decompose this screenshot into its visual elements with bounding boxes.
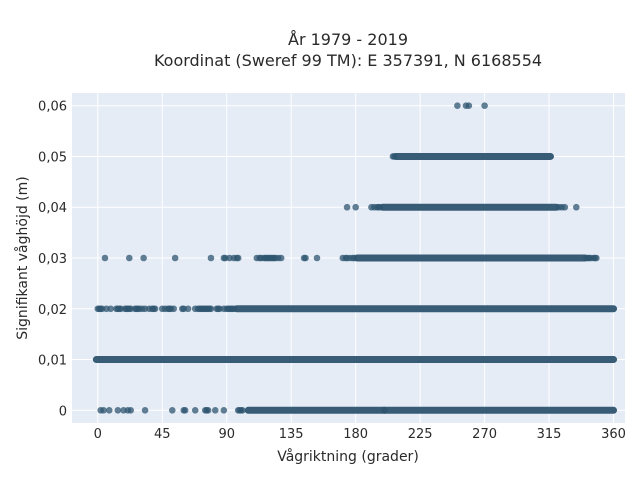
x-tick-label: 135 <box>279 427 304 442</box>
x-tick-label: 225 <box>408 427 433 442</box>
y-tick-label: 0,02 <box>38 303 67 318</box>
x-tick-label: 0 <box>94 427 102 442</box>
y-tick-label: 0,06 <box>38 100 67 115</box>
data-point <box>151 305 159 313</box>
data-point <box>561 203 569 211</box>
data-point <box>350 254 358 262</box>
data-point <box>114 407 122 414</box>
data-point <box>184 305 192 313</box>
y-axis-label: Signifikant våghöjd (m) <box>14 176 31 339</box>
y-tick-label: 0,04 <box>38 201 67 216</box>
data-point <box>105 407 113 414</box>
data-point <box>204 407 212 414</box>
data-point <box>170 305 178 313</box>
data-point <box>101 254 109 262</box>
data-point <box>234 254 242 262</box>
data-point <box>572 203 580 211</box>
x-tick-label: 315 <box>537 427 562 442</box>
y-tick-label: 0 <box>59 404 67 419</box>
data-point <box>230 305 238 313</box>
data-point <box>207 305 215 313</box>
data-point <box>391 153 398 160</box>
chart-title-line-1: År 1979 - 2019 <box>288 30 408 49</box>
data-point <box>140 254 147 262</box>
data-point <box>454 102 461 109</box>
data-point <box>181 407 189 414</box>
data-point <box>127 407 135 414</box>
data-point <box>593 254 600 262</box>
x-tick-label: 90 <box>218 427 235 442</box>
y-tick-label: 0,01 <box>38 354 67 369</box>
x-tick-label: 270 <box>472 427 497 442</box>
x-tick-label: 45 <box>154 427 171 442</box>
data-point <box>220 407 228 414</box>
data-point <box>100 407 107 414</box>
data-point <box>352 203 359 211</box>
x-axis-ticks: 0 45 90 135 180 225 270 315 360 <box>94 427 626 442</box>
data-point <box>481 102 488 109</box>
x-axis-label: Vågriktning (grader) <box>277 448 419 465</box>
data-points <box>92 102 618 414</box>
data-point <box>343 203 351 211</box>
y-tick-label: 0,05 <box>38 150 67 165</box>
data-point <box>171 254 179 262</box>
data-point <box>168 407 176 414</box>
x-tick-label: 360 <box>601 427 626 442</box>
data-point <box>277 254 285 262</box>
data-point <box>191 407 199 414</box>
y-tick-label: 0,03 <box>38 252 67 267</box>
x-tick-label: 180 <box>343 427 368 442</box>
y-axis-ticks: 0 0,01 0,02 0,03 0,04 0,05 0,06 <box>38 100 67 420</box>
data-point <box>207 254 215 262</box>
data-point <box>211 407 219 414</box>
data-point <box>302 254 309 262</box>
data-point <box>376 203 384 211</box>
data-point <box>465 102 473 109</box>
data-point <box>107 305 114 313</box>
data-point <box>313 254 321 262</box>
chart-title-line-2: Koordinat (Sweref 99 TM): E 357391, N 61… <box>154 51 542 70</box>
data-point <box>141 407 149 414</box>
data-point <box>239 407 246 414</box>
data-point <box>126 254 133 262</box>
